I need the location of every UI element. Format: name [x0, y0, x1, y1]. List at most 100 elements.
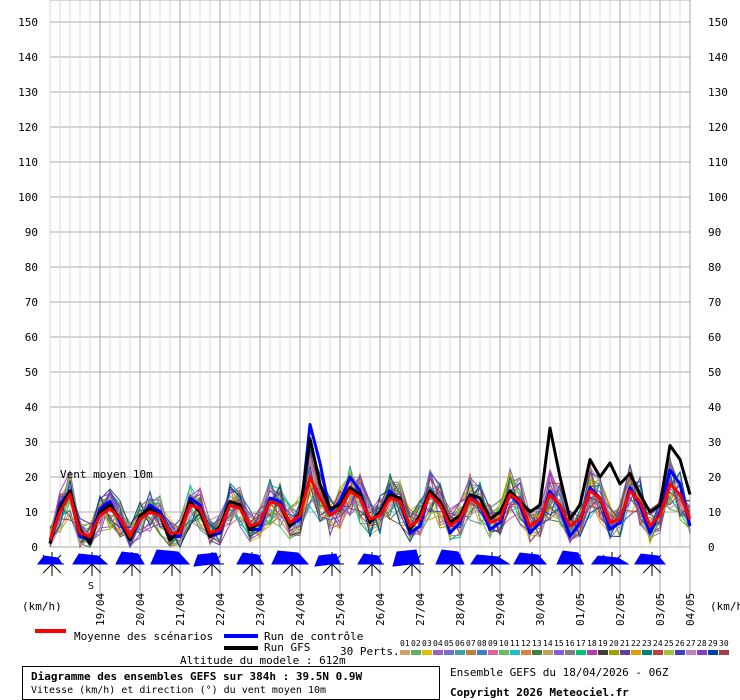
legend-gfs-label: Run GFS — [264, 641, 311, 654]
y-tick-label-left: 20 — [25, 471, 38, 484]
y-tick-label-left: 50 — [25, 366, 38, 379]
y-tick-label-right: 40 — [708, 401, 721, 414]
pert-number: 14 — [543, 639, 553, 648]
pert-number: 06 — [455, 639, 465, 648]
y-tick-label-right: 50 — [708, 366, 721, 379]
y-tick-label-right: 90 — [708, 226, 721, 239]
y-tick-label-left: 120 — [18, 121, 38, 134]
pert-swatch — [697, 650, 707, 655]
wind-rose — [72, 552, 109, 576]
pert-number: 10 — [499, 639, 509, 648]
pert-number: 25 — [664, 639, 674, 648]
y-tick-label-right: 100 — [708, 191, 728, 204]
pert-swatch — [488, 650, 498, 655]
wind-rose — [271, 550, 310, 576]
legend-perts-label: 30 Perts. — [340, 645, 400, 658]
pert-swatch — [510, 650, 520, 655]
wind-rose — [513, 552, 548, 576]
x-tick-label: 24/04 — [294, 593, 307, 626]
x-tick-label: 02/05 — [614, 593, 627, 626]
pert-number: 04 — [433, 639, 443, 648]
x-tick-label: 28/04 — [454, 593, 467, 626]
y-unit-left: (km/h) — [22, 600, 62, 613]
pert-swatch — [554, 650, 564, 655]
pert-swatch — [708, 650, 718, 655]
y-tick-label-left: 150 — [18, 16, 38, 29]
x-tick-label: 25/04 — [334, 593, 347, 626]
x-tick-label: 21/04 — [174, 593, 187, 626]
pert-swatch — [719, 650, 729, 655]
y-axis: 0 0 10 10 20 20 30 30 40 40 50 50 60 60 70 70 80 80 90 90 10… — [18, 16, 728, 554]
pert-number: 20 — [609, 639, 619, 648]
pert-number: 30 — [719, 639, 729, 648]
pert-swatch — [598, 650, 608, 655]
pert-number: 05 — [444, 639, 454, 648]
pert-number: 03 — [422, 639, 432, 648]
pert-swatch — [609, 650, 619, 655]
wind-rose — [591, 552, 630, 576]
y-tick-label-left: 80 — [25, 261, 38, 274]
x-tick-label: 01/05 — [574, 593, 587, 626]
y-tick-label-left: 0 — [31, 541, 38, 554]
pert-number: 02 — [411, 639, 421, 648]
x-axis: 19/04 20/04 21/04 22/04 23/04 24/04 25/04 26/04… — [94, 593, 697, 626]
pert-number: 29 — [708, 639, 718, 648]
y-tick-label-left: 100 — [18, 191, 38, 204]
pert-swatch — [532, 650, 542, 655]
wind-rose — [150, 549, 191, 576]
pert-number: 18 — [587, 639, 597, 648]
y-tick-label-left: 60 — [25, 331, 38, 344]
chart-subtitle: Vitesse (km/h) et direction (°) du vent … — [31, 685, 327, 696]
y-tick-label-right: 30 — [708, 436, 721, 449]
wind-rose — [193, 552, 224, 576]
pert-number: 23 — [642, 639, 652, 648]
x-tick-label: 03/05 — [654, 593, 667, 626]
pert-number: 16 — [565, 639, 575, 648]
pert-swatch — [400, 650, 410, 655]
pert-swatch — [664, 650, 674, 655]
wind-rose — [435, 549, 465, 576]
pert-swatch — [444, 650, 454, 655]
pert-swatch — [576, 650, 586, 655]
pert-swatch — [620, 650, 630, 655]
legend-mean-label: Moyenne des scénarios — [74, 630, 214, 643]
wind-roses — [37, 549, 667, 576]
y-tick-label-left: 140 — [18, 51, 38, 64]
wind-rose — [556, 550, 584, 576]
y-tick-label-right: 120 — [708, 121, 728, 134]
pert-number: 08 — [477, 639, 487, 648]
y-tick-label-right: 150 — [708, 16, 728, 29]
y-tick-label-right: 20 — [708, 471, 721, 484]
pert-swatch — [433, 650, 443, 655]
pert-number: 09 — [488, 639, 498, 648]
x-tick-label: 27/04 — [414, 593, 427, 626]
perturbation-legend: 01 02 03 04 05 06 07 08 09 10 11 12 13 14 15 16 17 18 19 20… — [400, 639, 729, 655]
chart-title: Diagramme des ensembles GEFS sur 384h : … — [31, 670, 363, 683]
pert-number: 27 — [686, 639, 696, 648]
pert-swatch — [543, 650, 553, 655]
altitude-label: Altitude du modele : 612m — [180, 654, 346, 667]
pert-number: 07 — [466, 639, 476, 648]
y-tick-label-right: 140 — [708, 51, 728, 64]
x-tick-label: 30/04 — [534, 593, 547, 626]
x-tick-label: 20/04 — [134, 593, 147, 626]
title-box: Diagramme des ensembles GEFS sur 384h : … — [22, 666, 440, 700]
y-tick-label-right: 0 — [708, 541, 715, 554]
pert-swatch — [686, 650, 696, 655]
x-tick-label: 23/04 — [254, 593, 267, 626]
wind-rose — [115, 551, 145, 576]
y-tick-label-left: 10 — [25, 506, 38, 519]
x-tick-label: 26/04 — [374, 593, 387, 626]
y-tick-label-left: 70 — [25, 296, 38, 309]
pert-number: 01 — [400, 639, 410, 648]
x-tick-label: 22/04 — [214, 593, 227, 626]
copyright: Copyright 2026 Meteociel.fr — [450, 686, 629, 699]
wind-rose — [634, 552, 667, 576]
pert-swatch — [422, 650, 432, 655]
y-tick-label-right: 80 — [708, 261, 721, 274]
x-tick-label: 29/04 — [494, 593, 507, 626]
y-tick-label-right: 110 — [708, 156, 728, 169]
pert-swatch — [521, 650, 531, 655]
pert-number: 12 — [521, 639, 531, 648]
